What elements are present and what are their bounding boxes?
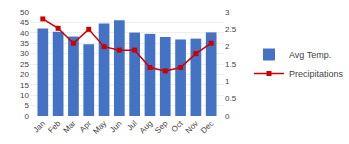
svg-text:Nov: Nov — [184, 119, 200, 135]
svg-text:3: 3 — [225, 8, 230, 17]
svg-text:1: 1 — [225, 77, 230, 86]
svg-text:20: 20 — [20, 70, 29, 79]
svg-text:1.5: 1.5 — [225, 60, 237, 69]
svg-text:5: 5 — [25, 101, 30, 110]
svg-text:Jun: Jun — [108, 119, 123, 134]
svg-text:2.5: 2.5 — [225, 25, 237, 34]
svg-text:0: 0 — [25, 112, 30, 121]
svg-text:Aug: Aug — [138, 119, 154, 135]
svg-text:Feb: Feb — [46, 118, 63, 135]
svg-text:45: 45 — [20, 18, 29, 27]
svg-text:10: 10 — [20, 91, 29, 100]
svg-text:35: 35 — [20, 39, 29, 48]
svg-text:40: 40 — [20, 29, 29, 38]
svg-text:0.5: 0.5 — [225, 94, 237, 103]
svg-text:15: 15 — [20, 81, 29, 90]
svg-text:Jul: Jul — [125, 119, 139, 133]
svg-text:30: 30 — [20, 49, 29, 58]
svg-text:50: 50 — [20, 8, 29, 17]
svg-text:2: 2 — [225, 42, 230, 51]
svg-text:Mar: Mar — [62, 119, 78, 135]
svg-text:Sep: Sep — [153, 118, 170, 135]
svg-text:Jan: Jan — [32, 119, 47, 134]
svg-text:Oct: Oct — [170, 118, 186, 134]
svg-text:0: 0 — [225, 112, 230, 121]
svg-text:Avg Temp.: Avg Temp. — [289, 50, 331, 60]
svg-text:May: May — [91, 119, 108, 136]
svg-text:Dec: Dec — [199, 119, 215, 135]
svg-text:Precipitations: Precipitations — [289, 69, 344, 79]
svg-text:Apr: Apr — [78, 119, 93, 134]
svg-text:25: 25 — [20, 60, 29, 69]
